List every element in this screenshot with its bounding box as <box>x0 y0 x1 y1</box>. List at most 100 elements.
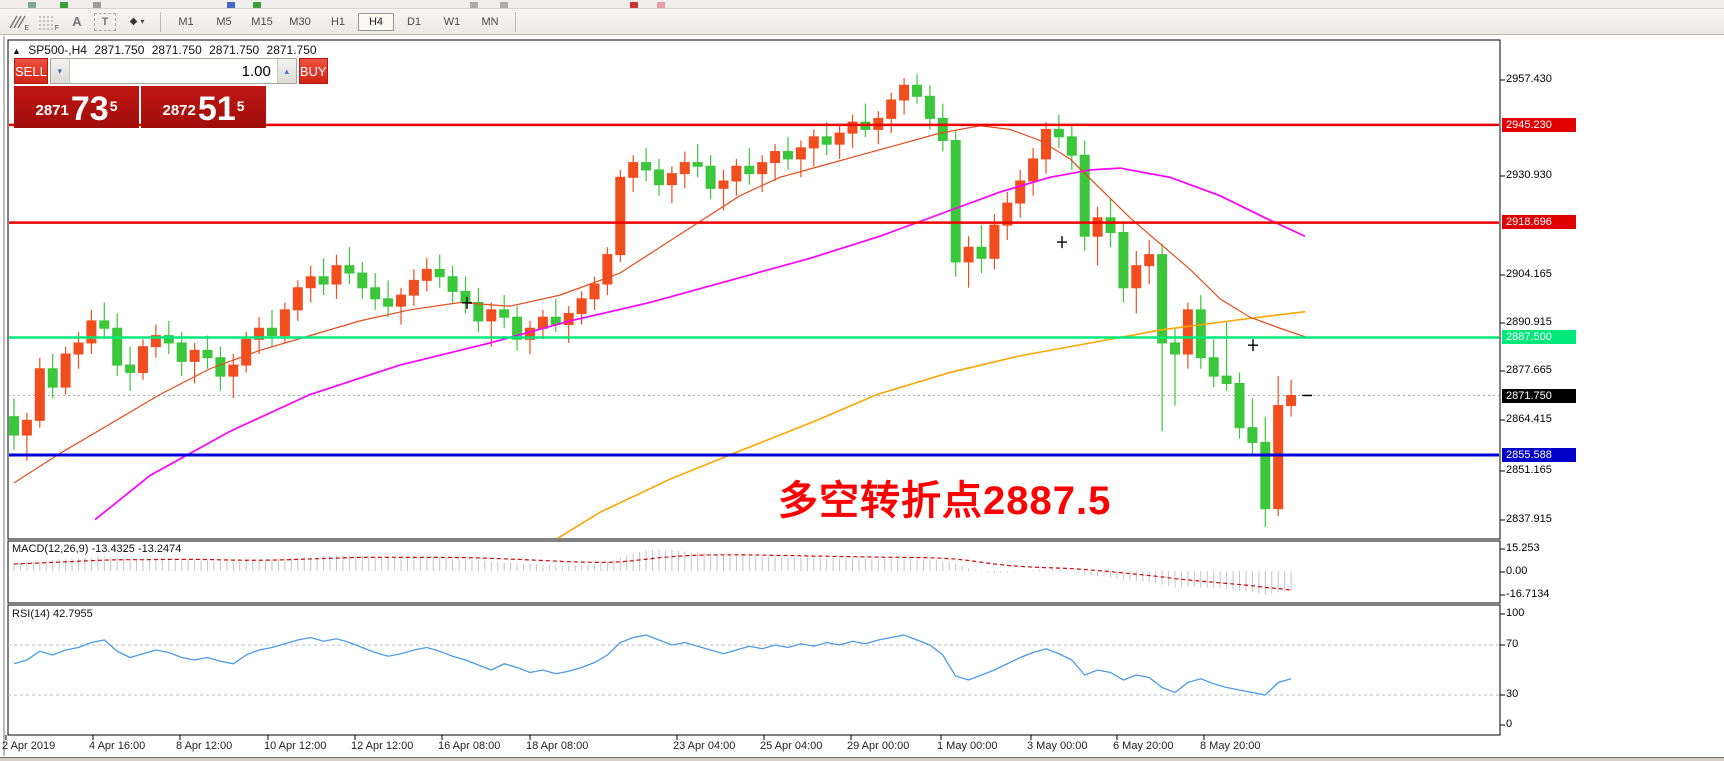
macd-signal-line <box>13 554 1292 591</box>
macd-pane[interactable] <box>13 549 1292 595</box>
cross-marker[interactable] <box>462 296 472 309</box>
price-axis-label: 2904.165 <box>1506 268 1552 280</box>
buy-price-display[interactable]: 2872 51 5 <box>141 86 266 128</box>
pane-border <box>7 604 1501 736</box>
toolbar-separator <box>160 11 161 32</box>
timeframe-button-H1[interactable]: H1 <box>330 15 346 28</box>
rsi-line <box>13 634 1292 696</box>
candle-body <box>1221 375 1232 384</box>
candle-body <box>1028 158 1039 182</box>
timeframe-button-D1[interactable]: D1 <box>406 15 422 28</box>
volume-control: ▾ ▴ <box>49 58 297 84</box>
chart-annotation-text[interactable]: 多空转折点2887.5 <box>778 479 1112 523</box>
candle-body <box>1234 382 1245 429</box>
time-axis-label: 23 Apr 04:00 <box>673 740 736 752</box>
cross-marker[interactable] <box>1057 236 1067 249</box>
timeframe-button-M15[interactable]: M15 <box>251 15 273 28</box>
candle-body <box>279 309 290 337</box>
timeframe-button-M30[interactable]: M30 <box>289 15 311 28</box>
line-studies-icon[interactable]: E <box>4 12 30 32</box>
candle-body <box>1118 232 1129 289</box>
volume-input[interactable] <box>69 59 277 83</box>
sell-button[interactable]: SELL <box>14 58 48 84</box>
rsi-value: 42.7955 <box>52 608 93 620</box>
sell-fraction: 5 <box>109 98 118 114</box>
candle-body <box>9 416 19 436</box>
text-label-icon[interactable]: T <box>94 12 116 31</box>
toolbar-fragment <box>227 2 235 8</box>
candle-body <box>112 327 123 366</box>
candle-body <box>34 368 45 421</box>
price-axis-badge: 2871.750 <box>1502 389 1576 403</box>
candle-body <box>396 294 406 307</box>
candle-body <box>1247 427 1258 443</box>
price-axis-label: 2851.165 <box>1506 464 1552 476</box>
candles <box>9 74 1297 528</box>
candle-body <box>976 246 987 259</box>
rsi-axis-label: 0 <box>1506 718 1513 730</box>
candle-body <box>1002 202 1013 226</box>
cross-marker[interactable] <box>1248 339 1258 352</box>
collapse-icon[interactable]: ▲ <box>12 46 21 56</box>
main-price-pane[interactable] <box>8 74 1500 586</box>
macd-axis-label: -16.7134 <box>1506 588 1550 600</box>
time-axis-label: 10 Apr 12:00 <box>264 740 327 752</box>
rsi-label: RSI(14) 42.7955 <box>12 608 93 620</box>
volume-increase-button[interactable]: ▴ <box>276 59 296 83</box>
open-value: 2871.750 <box>94 43 145 57</box>
price-axis-badge: 2918.696 <box>1502 215 1576 229</box>
sell-big-figure: 2871 <box>35 102 69 119</box>
candle-body <box>163 335 174 344</box>
candle-body <box>537 316 548 329</box>
candle-body <box>692 162 703 167</box>
toolbar-fragment <box>60 2 68 8</box>
candle-body <box>731 165 742 182</box>
timeframe-button-M5[interactable]: M5 <box>216 15 232 28</box>
text-icon[interactable]: A <box>72 14 82 29</box>
candle-body <box>292 287 303 311</box>
sell-pips: 73 <box>70 90 109 128</box>
time-axis-label: 2 Apr 2019 <box>2 740 56 752</box>
arrow-styles-icon[interactable]: ◆ ▾ <box>129 16 145 27</box>
timeframe-button-M1[interactable]: M1 <box>178 15 194 28</box>
fibonacci-icon[interactable]: F <box>34 12 60 32</box>
high-value: 2871.750 <box>151 43 202 57</box>
timeframe-button-W1[interactable]: W1 <box>443 15 461 28</box>
candle-body <box>138 346 148 373</box>
macd-axis-label: 15.253 <box>1506 542 1540 554</box>
candle-body <box>176 342 187 362</box>
clipped-toolbar-row <box>0 0 1724 9</box>
buy-button[interactable]: BUY <box>298 58 328 84</box>
pane-border <box>7 540 1501 604</box>
price-axis-label: 2877.665 <box>1506 364 1552 376</box>
pane-border <box>7 39 1501 540</box>
candle-body <box>821 136 832 145</box>
candle-body <box>1053 128 1064 138</box>
candle-body <box>228 364 239 377</box>
rsi-axis-label: 30 <box>1506 688 1519 700</box>
time-axis-label: 6 May 20:00 <box>1113 740 1174 752</box>
price-axis-badge: 2887.500 <box>1502 330 1576 344</box>
ma-slow-orange <box>556 310 1306 538</box>
window-bottom-edge <box>0 758 1724 761</box>
rsi-pane[interactable] <box>8 634 1500 696</box>
candle-body <box>331 265 342 285</box>
price-axis-label: 2864.415 <box>1506 413 1552 425</box>
timeframe-button-H4[interactable]: H4 <box>358 12 394 31</box>
candle-body <box>254 327 265 340</box>
candle-body <box>215 357 226 377</box>
time-axis-label: 4 Apr 16:00 <box>89 740 146 752</box>
price-axis-label: 2837.915 <box>1506 513 1552 525</box>
timeframe-button-MN[interactable]: MN <box>481 15 499 28</box>
dropdown-caret-icon: ▾ <box>140 17 145 26</box>
candle-body <box>473 301 484 322</box>
close-value: 2871.750 <box>266 43 317 57</box>
fibonacci-glyph <box>39 16 55 29</box>
candle-body <box>654 169 664 186</box>
sell-price-display[interactable]: 2871 73 5 <box>14 86 139 128</box>
volume-decrease-button[interactable]: ▾ <box>50 59 70 83</box>
time-axis-label: 18 Apr 08:00 <box>526 740 589 752</box>
candle-body <box>912 84 922 97</box>
time-axis-label: 8 May 20:00 <box>1200 740 1261 752</box>
